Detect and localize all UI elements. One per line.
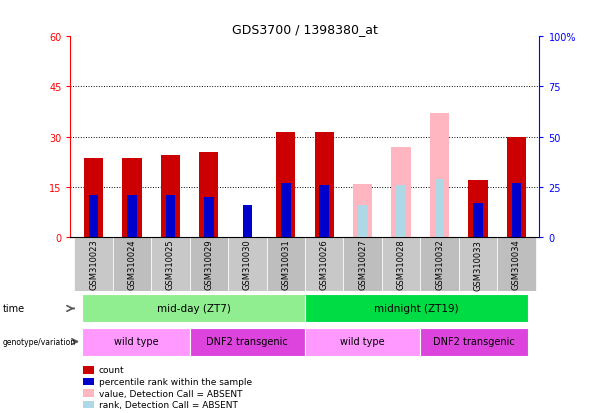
Bar: [382, 237, 421, 291]
Text: GSM310026: GSM310026: [320, 239, 329, 290]
Bar: [392, 147, 411, 237]
Bar: [396, 185, 406, 237]
Text: DNF2 transgenic: DNF2 transgenic: [433, 336, 515, 346]
Bar: [430, 114, 449, 237]
Bar: [353, 184, 372, 237]
Bar: [276, 132, 295, 237]
Text: GSM310033: GSM310033: [473, 239, 482, 290]
Bar: [305, 328, 421, 356]
Bar: [507, 138, 526, 237]
Bar: [161, 156, 180, 237]
Bar: [123, 159, 142, 237]
Bar: [84, 159, 103, 237]
Bar: [512, 183, 521, 237]
Bar: [497, 237, 536, 291]
Bar: [189, 328, 305, 356]
Bar: [204, 197, 214, 237]
Bar: [89, 195, 98, 237]
Bar: [82, 328, 189, 356]
Text: percentile rank within the sample: percentile rank within the sample: [99, 377, 252, 386]
Bar: [243, 205, 252, 237]
Text: GSM310034: GSM310034: [512, 239, 521, 290]
Bar: [435, 179, 444, 237]
Text: GSM310027: GSM310027: [358, 239, 367, 290]
Bar: [199, 152, 218, 237]
Bar: [421, 237, 459, 291]
Bar: [314, 132, 334, 237]
Text: value, Detection Call = ABSENT: value, Detection Call = ABSENT: [99, 389, 242, 398]
Bar: [305, 295, 528, 323]
Bar: [305, 237, 343, 291]
Text: time: time: [3, 304, 25, 314]
Bar: [113, 237, 151, 291]
Text: genotype/variation: genotype/variation: [3, 337, 76, 346]
Bar: [319, 185, 329, 237]
Text: GSM310030: GSM310030: [243, 239, 252, 290]
Bar: [189, 237, 228, 291]
Bar: [421, 328, 528, 356]
Text: DNF2 transgenic: DNF2 transgenic: [207, 336, 288, 346]
Text: GSM310031: GSM310031: [281, 239, 290, 290]
Bar: [468, 181, 487, 237]
Bar: [267, 237, 305, 291]
Bar: [459, 237, 497, 291]
Bar: [127, 195, 137, 237]
Text: GSM310024: GSM310024: [128, 239, 137, 290]
Bar: [166, 195, 175, 237]
Bar: [281, 183, 291, 237]
Text: rank, Detection Call = ABSENT: rank, Detection Call = ABSENT: [99, 400, 238, 409]
Bar: [473, 204, 483, 237]
Bar: [82, 295, 305, 323]
Text: count: count: [99, 366, 124, 375]
Text: GSM310028: GSM310028: [397, 239, 406, 290]
Text: GSM310025: GSM310025: [166, 239, 175, 290]
Bar: [358, 205, 367, 237]
Text: GSM310023: GSM310023: [89, 239, 98, 290]
Bar: [343, 237, 382, 291]
Text: mid-day (ZT7): mid-day (ZT7): [156, 303, 230, 313]
Bar: [228, 237, 267, 291]
Text: GSM310029: GSM310029: [204, 239, 213, 290]
Title: GDS3700 / 1398380_at: GDS3700 / 1398380_at: [232, 23, 378, 36]
Bar: [151, 237, 189, 291]
Text: midnight (ZT19): midnight (ZT19): [374, 303, 459, 313]
Text: wild type: wild type: [113, 336, 158, 346]
Bar: [74, 237, 113, 291]
Text: GSM310032: GSM310032: [435, 239, 444, 290]
Text: wild type: wild type: [340, 336, 385, 346]
